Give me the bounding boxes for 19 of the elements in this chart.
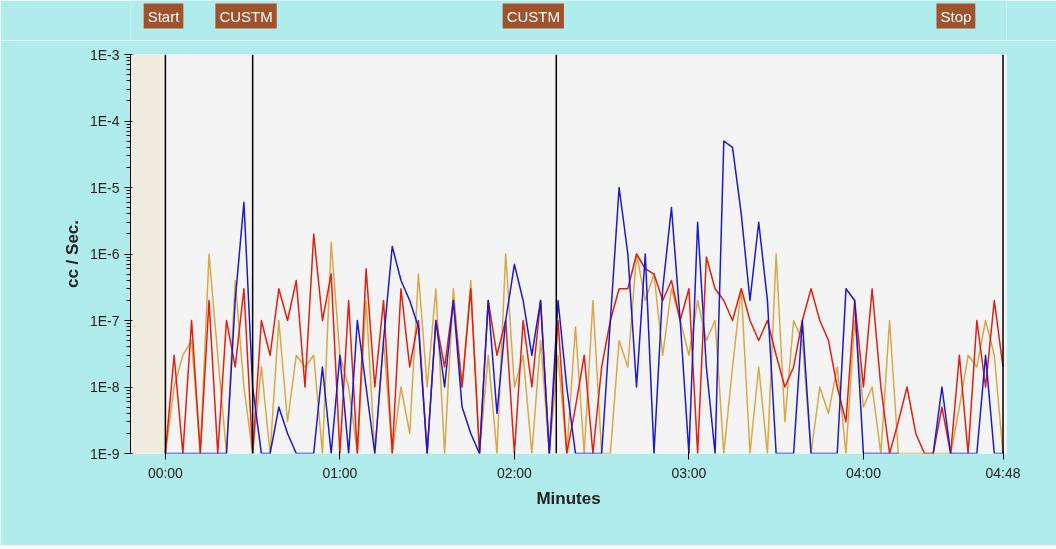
ref-line-label: Start bbox=[147, 7, 181, 25]
x-axis-title: Minutes bbox=[536, 488, 601, 508]
y-tick-label: 1E-8 bbox=[89, 379, 120, 395]
y-axis-title: cc / Sec. bbox=[62, 219, 82, 289]
y-tick-label: 1E-4 bbox=[89, 113, 120, 129]
ref-line-label: Stop bbox=[940, 7, 972, 25]
y-tick-label: 1E-3 bbox=[89, 46, 120, 63]
y-tick-label: 1E-7 bbox=[89, 312, 120, 329]
ref-line-label: CUSTM bbox=[506, 7, 560, 25]
y-tick-label: 1E-9 bbox=[89, 445, 120, 462]
x-tick-label: 02:00 bbox=[496, 464, 533, 481]
x-tick-label: 04:48 bbox=[985, 464, 1021, 481]
ref-line-label: CUSTM bbox=[219, 7, 273, 25]
x-tick-label: 03:00 bbox=[671, 464, 707, 481]
y-tick-label: 1E-5 bbox=[89, 179, 120, 196]
x-tick-label: 00:00 bbox=[147, 464, 184, 481]
x-tick-label: 04:00 bbox=[845, 464, 882, 481]
y-tick-label: 1E-6 bbox=[89, 246, 120, 262]
x-tick-label: 01:00 bbox=[322, 464, 358, 481]
